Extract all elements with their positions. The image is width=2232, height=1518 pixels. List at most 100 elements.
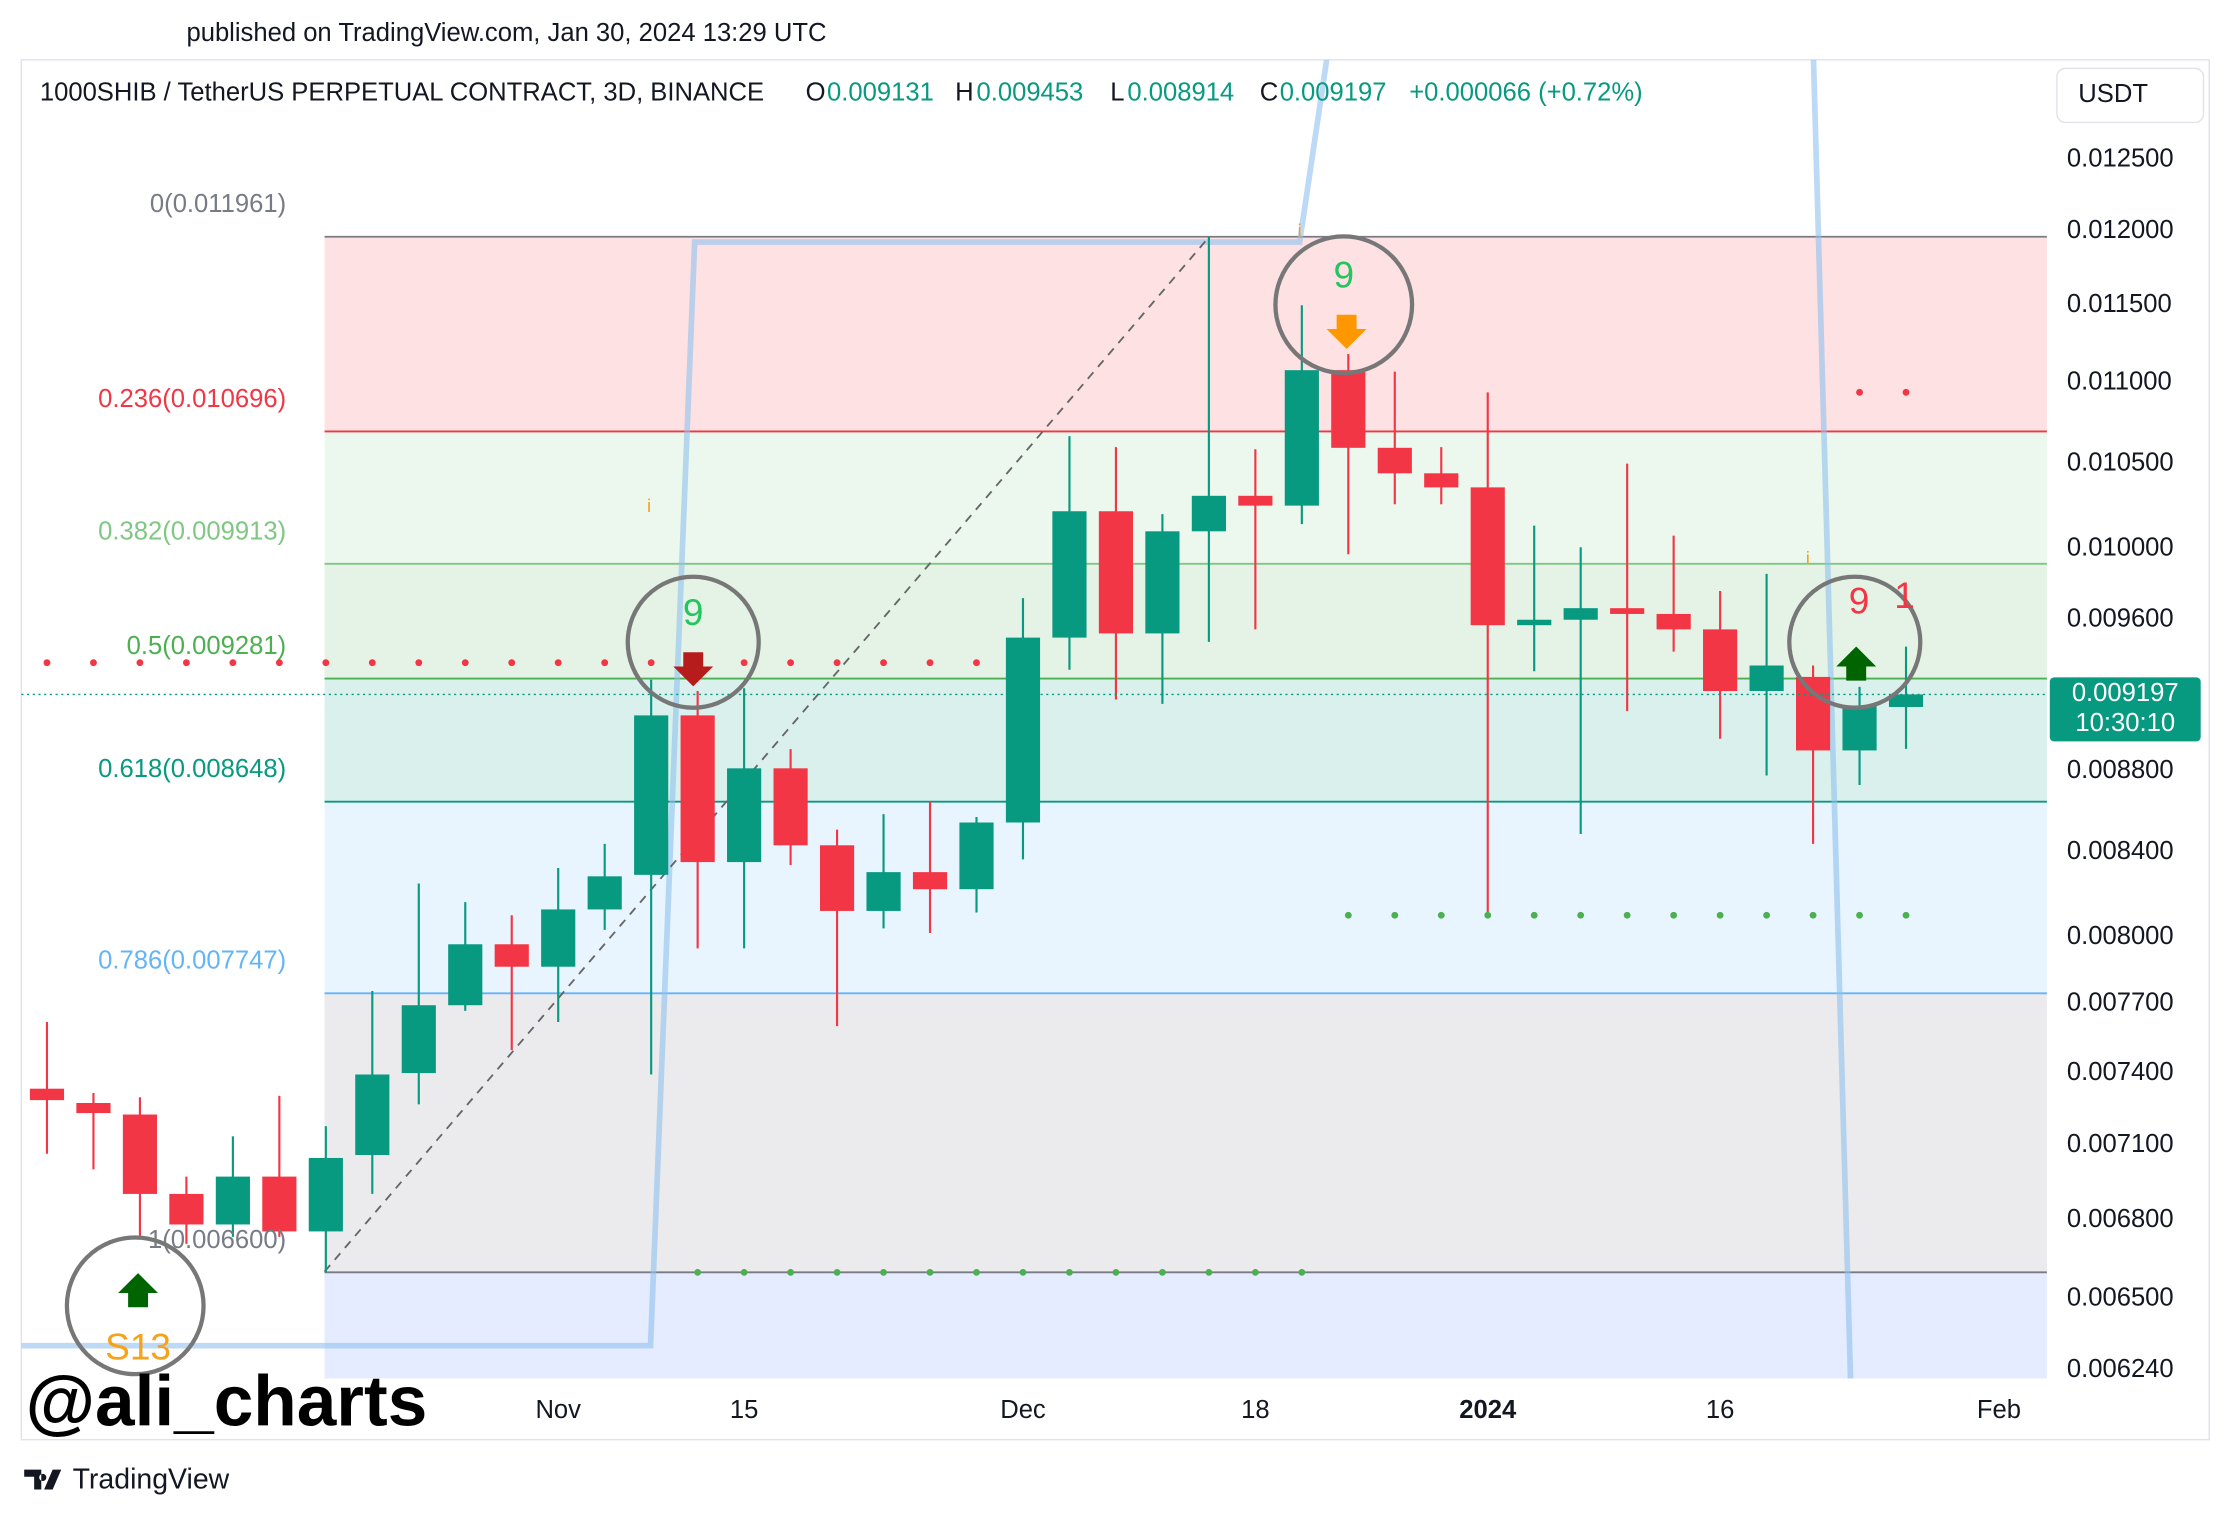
brand-logo: TradingView <box>24 1463 230 1495</box>
ohlc-label: L <box>1110 79 1124 107</box>
overlay: 0(0.011961) 0.236(0.010696) 0.382(0.009913… <box>21 190 2047 1276</box>
td-level-dot <box>461 659 469 667</box>
header: 1000SHIB / TetherUS PERPETUAL CONTRACT, … <box>40 67 2205 124</box>
candle-body <box>1238 495 1273 506</box>
td-level-dot <box>1623 911 1631 919</box>
fib-zones <box>324 236 2047 1379</box>
sell-arrow <box>673 652 714 687</box>
candle-body <box>680 715 715 863</box>
fib-zone <box>324 563 2047 679</box>
td-level-dot <box>880 659 887 667</box>
buy-arrow <box>118 1273 159 1308</box>
candle-body <box>494 944 529 967</box>
y-tick-label: 0.012000 <box>2067 216 2174 244</box>
y-tick-label: 0.011000 <box>2067 367 2172 395</box>
ohlc-label: H <box>955 79 973 107</box>
currency-button[interactable] <box>2056 67 2205 124</box>
candle-body <box>215 1176 250 1225</box>
candle-body <box>1563 608 1598 620</box>
brand-icon <box>24 1469 62 1490</box>
fib-levels <box>324 235 2047 1274</box>
td-level-dot <box>740 1268 748 1276</box>
x-tick-label: 2024 <box>1459 1396 1517 1424</box>
candle-body <box>1191 495 1226 532</box>
ohlc-value: 0.009453 <box>977 79 1084 107</box>
currency[interactable]: USDT <box>2078 80 2148 108</box>
candle-body <box>541 909 576 967</box>
fib-zone <box>324 678 2047 802</box>
td-level-dot <box>1763 911 1771 919</box>
setup-count: 1 <box>1894 574 1915 616</box>
published-note: published on TradingView.com, Jan 30, 20… <box>186 19 826 47</box>
y-tick-label: 0.008800 <box>2067 756 2174 784</box>
candle-body <box>773 768 808 846</box>
td-level-dot <box>694 1268 702 1276</box>
indicator <box>21 59 1854 1379</box>
candle-body <box>29 1088 65 1101</box>
td-level-dot <box>1251 1268 1259 1276</box>
candle-body <box>1284 370 1319 506</box>
candle-body <box>169 1193 204 1225</box>
y-tick-label: 0.006240 <box>2067 1355 2174 1383</box>
td-level-dot <box>880 1268 887 1276</box>
td-level-dot <box>1670 911 1678 919</box>
td-level-dot <box>1019 1268 1027 1276</box>
fib-label: 0.382(0.009913) <box>98 517 286 545</box>
candle-body <box>1424 473 1459 488</box>
td-level-dot <box>1856 388 1863 396</box>
candle-body <box>1145 531 1180 634</box>
candle-body <box>1656 613 1691 630</box>
td-level-dot <box>1066 1268 1073 1276</box>
y-tick-label: 0.007100 <box>2067 1130 2174 1158</box>
fib-label: 0.5(0.009281) <box>127 632 286 660</box>
td-level-dot <box>1809 911 1817 919</box>
td-level-dot <box>1298 1268 1306 1276</box>
ohlc-label: O <box>806 79 826 107</box>
td-level-dot <box>973 1268 980 1276</box>
y-tick-label: 0.010000 <box>2067 533 2174 561</box>
td-level-dot <box>1205 1268 1213 1276</box>
td-level-dot <box>1577 911 1585 919</box>
candle-body <box>1610 608 1645 614</box>
candle-body <box>1517 619 1552 626</box>
signal-circle <box>625 574 761 710</box>
fib-label: 0.786(0.007747) <box>98 947 286 975</box>
price-change: +0.000066 (+0.72%) <box>1409 79 1642 107</box>
y-tick-label: 0.007400 <box>2067 1058 2174 1086</box>
ohlc-value: 0.008914 <box>1127 79 1234 107</box>
td-level-dot <box>1484 911 1492 919</box>
fib-zone <box>324 801 2047 994</box>
x-tick-label: 16 <box>1706 1396 1734 1424</box>
td-level-dot <box>182 659 190 667</box>
info-marker: i <box>1806 548 1810 569</box>
td-level-dot <box>322 659 330 667</box>
td-level-dot <box>833 659 841 667</box>
candle-body <box>727 768 762 863</box>
candle-body <box>448 944 483 1006</box>
candle-body <box>1888 694 1924 707</box>
td-level-dot <box>43 659 51 667</box>
ohlc-value: 0.009197 <box>1280 79 1387 107</box>
candle-body <box>1377 447 1412 474</box>
candle-body <box>1842 705 1877 751</box>
y-tick-label: 0.009600 <box>2067 605 2174 633</box>
td-level-dot <box>1344 911 1352 919</box>
td-level-dot <box>1158 1268 1166 1276</box>
x-tick-label: Dec <box>1000 1396 1046 1424</box>
td-level-dot <box>415 659 423 667</box>
fib-label: 1(0.006600) <box>148 1226 286 1254</box>
candle-body <box>1795 676 1831 751</box>
td-level-dot <box>787 1268 795 1276</box>
x-tick-label: 18 <box>1241 1396 1269 1424</box>
candle-body <box>634 715 669 875</box>
candles <box>29 236 1924 1273</box>
td-level-dot <box>1716 911 1724 919</box>
brand-name: TradingView <box>73 1463 230 1495</box>
candle-body <box>866 872 901 911</box>
x-tick-label: Feb <box>1977 1396 2021 1424</box>
td-level-dot <box>1902 911 1910 919</box>
indicator-line <box>21 59 1330 1349</box>
candle-body <box>262 1176 297 1232</box>
